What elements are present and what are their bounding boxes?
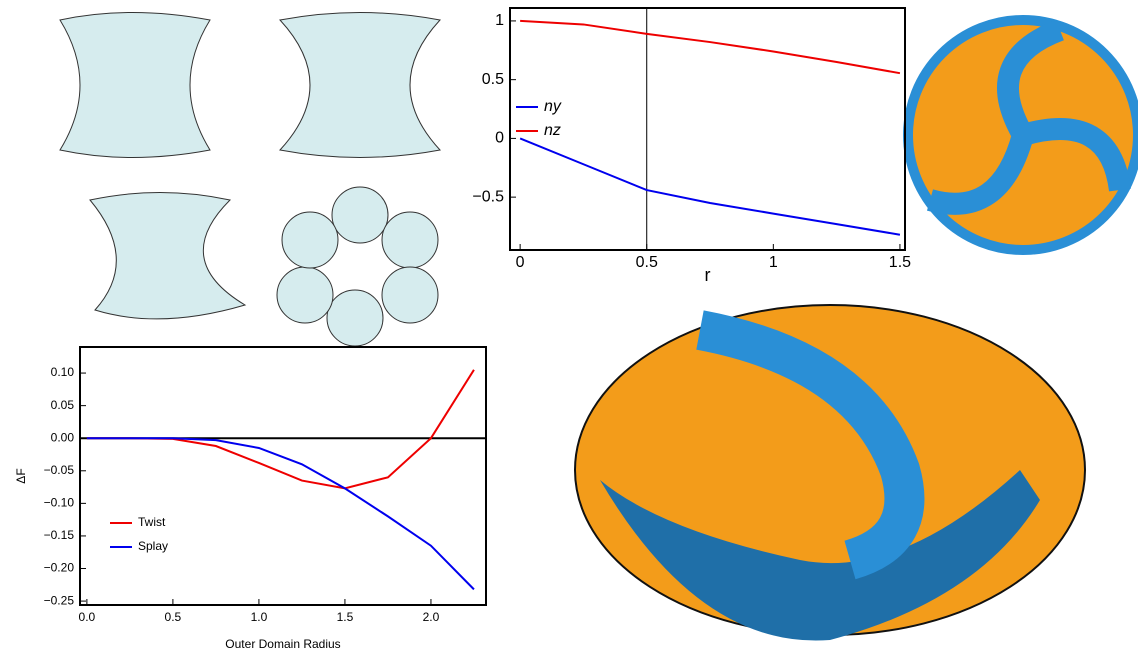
y-tick-label: −0.05 bbox=[44, 463, 75, 477]
y-axis-label: ΔF bbox=[14, 468, 28, 483]
x-tick-label: 1.0 bbox=[251, 610, 268, 624]
series-line bbox=[520, 138, 900, 234]
plot: 0.0 0.5 1.0 1.5 2.0 −0.25 −0.20 −0.15 −0.10 −0.05… bbox=[14, 347, 486, 651]
x-tick-label: 0 bbox=[516, 254, 525, 271]
x-tick-label: 1.5 bbox=[337, 610, 354, 624]
twisted-bundle bbox=[60, 13, 210, 158]
y-tick-label: −0.25 bbox=[44, 593, 75, 607]
legend-label: Splay bbox=[138, 539, 168, 553]
figure: 0 0.5 1 1.5 −0.5 0 0.5 1 r ny nz 0.0 0.5 1.0 1.5 2.0 −0.… bbox=[0, 0, 1138, 654]
y-tick-label: −0.20 bbox=[44, 561, 75, 575]
legend-label: ny bbox=[544, 98, 562, 115]
hyperboloid bbox=[280, 13, 440, 158]
y-tick-label: −0.5 bbox=[472, 188, 504, 205]
y-tick-label: 0.5 bbox=[482, 71, 504, 88]
x-tick-label: 1.5 bbox=[889, 254, 911, 271]
legend-label: Twist bbox=[138, 515, 166, 529]
y-tick-label: −0.10 bbox=[44, 496, 75, 510]
y-tick-label: 0 bbox=[495, 130, 504, 147]
x-tick-label: 1 bbox=[769, 254, 778, 271]
x-axis-label: Outer Domain Radius bbox=[225, 637, 340, 651]
y-tick-label: 0.05 bbox=[51, 398, 75, 412]
circle-pack bbox=[277, 187, 438, 346]
plot-frame bbox=[80, 347, 486, 605]
y-tick-label: 0.00 bbox=[51, 430, 75, 444]
x-tick-label: 0.5 bbox=[165, 610, 182, 624]
plot: 0 0.5 1 1.5 −0.5 0 0.5 1 r ny nz bbox=[472, 8, 911, 285]
legend-label: nz bbox=[544, 122, 561, 139]
series-line bbox=[87, 438, 474, 589]
y-tick-label: 1 bbox=[495, 12, 504, 29]
plot-frame bbox=[510, 8, 905, 250]
y-tick-label: −0.15 bbox=[44, 528, 75, 542]
series-line bbox=[520, 21, 900, 73]
y-tick-label: 0.10 bbox=[51, 365, 75, 379]
cylinder-bundle bbox=[90, 193, 245, 319]
director-renders bbox=[575, 20, 1138, 641]
hyperboloid-renders bbox=[60, 13, 440, 347]
series-line bbox=[87, 370, 474, 489]
x-tick-label: 0.5 bbox=[636, 254, 658, 271]
x-tick-label: 2.0 bbox=[423, 610, 440, 624]
x-tick-label: 0.0 bbox=[79, 610, 96, 624]
x-axis-label: r bbox=[705, 265, 711, 285]
